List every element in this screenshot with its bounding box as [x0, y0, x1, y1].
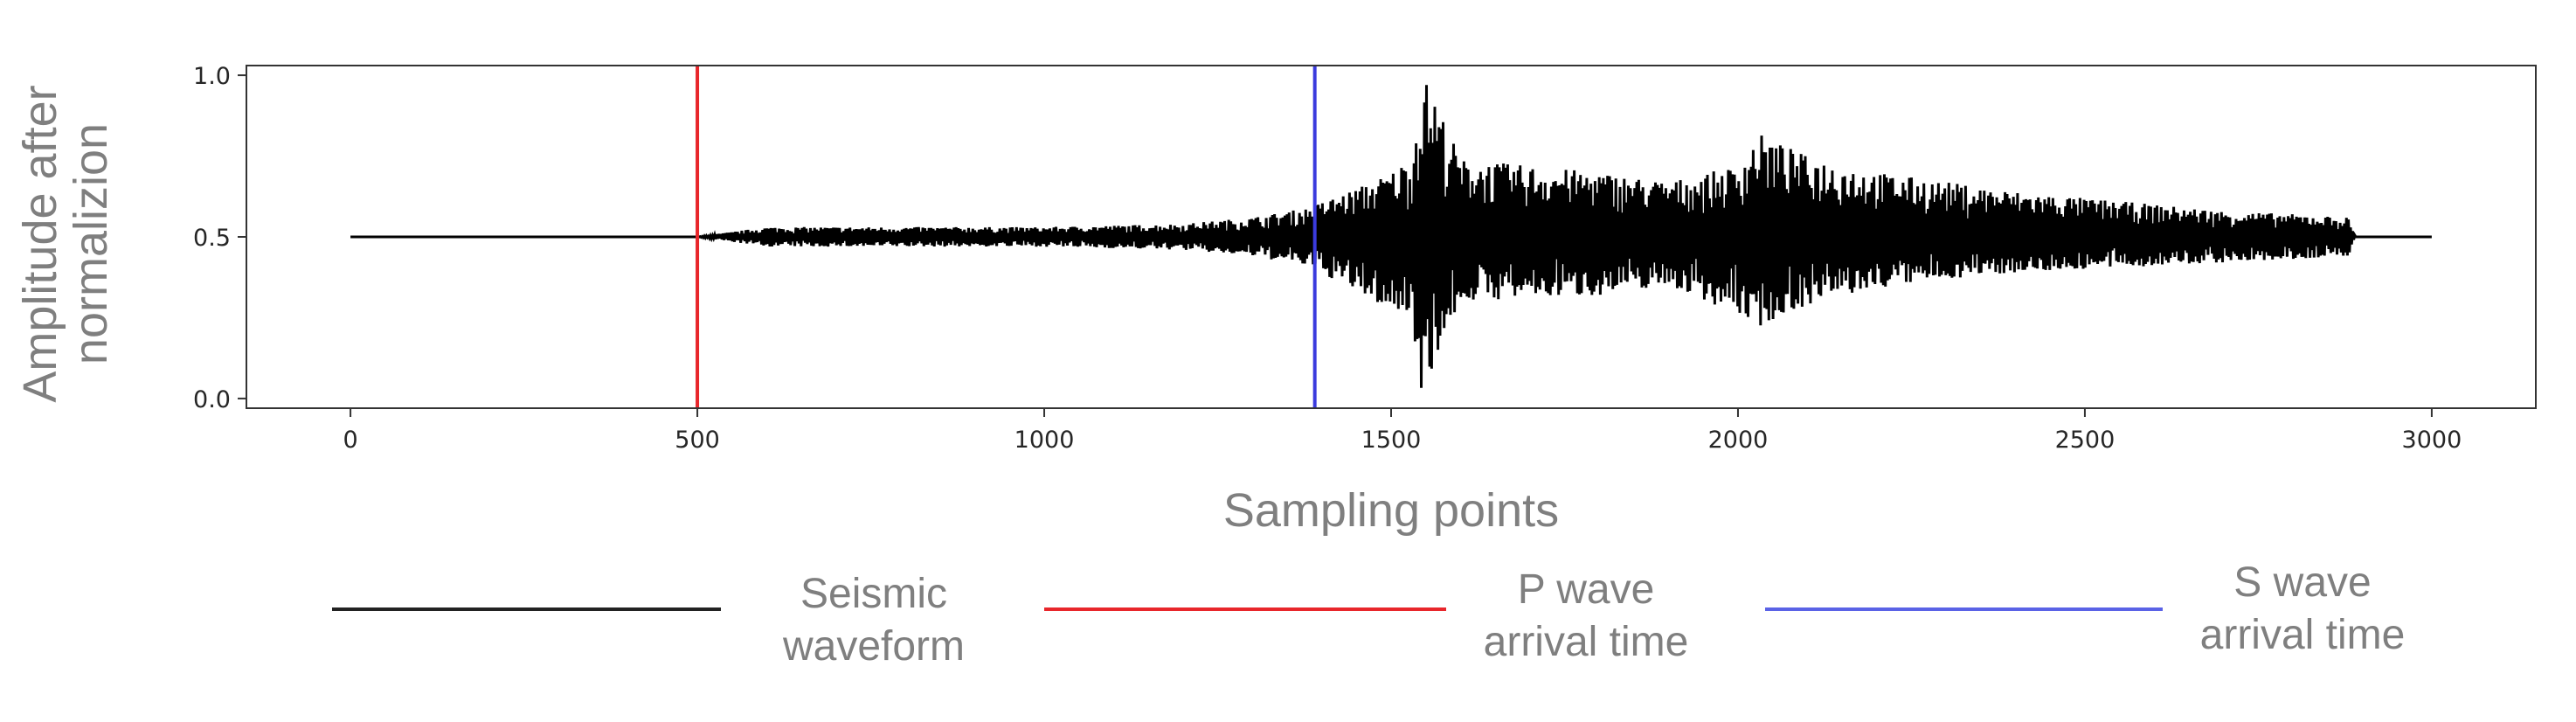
- legend-label-seismic-waveform: Seismic waveform: [782, 571, 966, 670]
- y-tick-label: 0.5: [193, 225, 231, 252]
- x-tick-label: 2500: [2055, 427, 2116, 454]
- y-axis-label-line: Amplitude after: [14, 85, 66, 402]
- legend-swatch-s-wave: [1765, 607, 2163, 611]
- legend-label-s-wave: S wave arrival time: [2199, 559, 2406, 658]
- legend-label-p-wave: P wave arrival time: [1483, 566, 1689, 665]
- seismic-waveform-line: [350, 85, 2432, 388]
- legend-swatch-seismic-waveform: [332, 607, 721, 611]
- seismic-chart: 0 500 1000 1500 2000 2500 3000 0.0 0.5 1.0 Sampl…: [14, 63, 2537, 537]
- y-axis-ticks: 0.0 0.5 1.0: [193, 63, 246, 413]
- y-tick-label: 1.0: [193, 63, 231, 90]
- plot-frame: [246, 65, 2537, 409]
- x-tick-label: 0: [343, 427, 357, 454]
- x-tick-label: 1500: [1361, 427, 1422, 454]
- y-axis-label-line: normalizion: [65, 123, 117, 364]
- x-tick-label: 3000: [2402, 427, 2462, 454]
- x-axis-ticks: 0 500 1000 1500 2000 2500 3000: [343, 408, 2462, 454]
- x-axis-label: Sampling points: [1223, 484, 1559, 537]
- legend: Seismic waveform P wave arrival time S w…: [0, 546, 2576, 704]
- y-axis-label: Amplitude afternormalizion: [14, 85, 117, 402]
- x-tick-label: 1000: [1014, 427, 1075, 454]
- legend-swatch-p-wave: [1044, 607, 1446, 611]
- x-tick-label: 500: [675, 427, 720, 454]
- x-tick-label: 2000: [1708, 427, 1769, 454]
- y-tick-label: 0.0: [193, 386, 231, 413]
